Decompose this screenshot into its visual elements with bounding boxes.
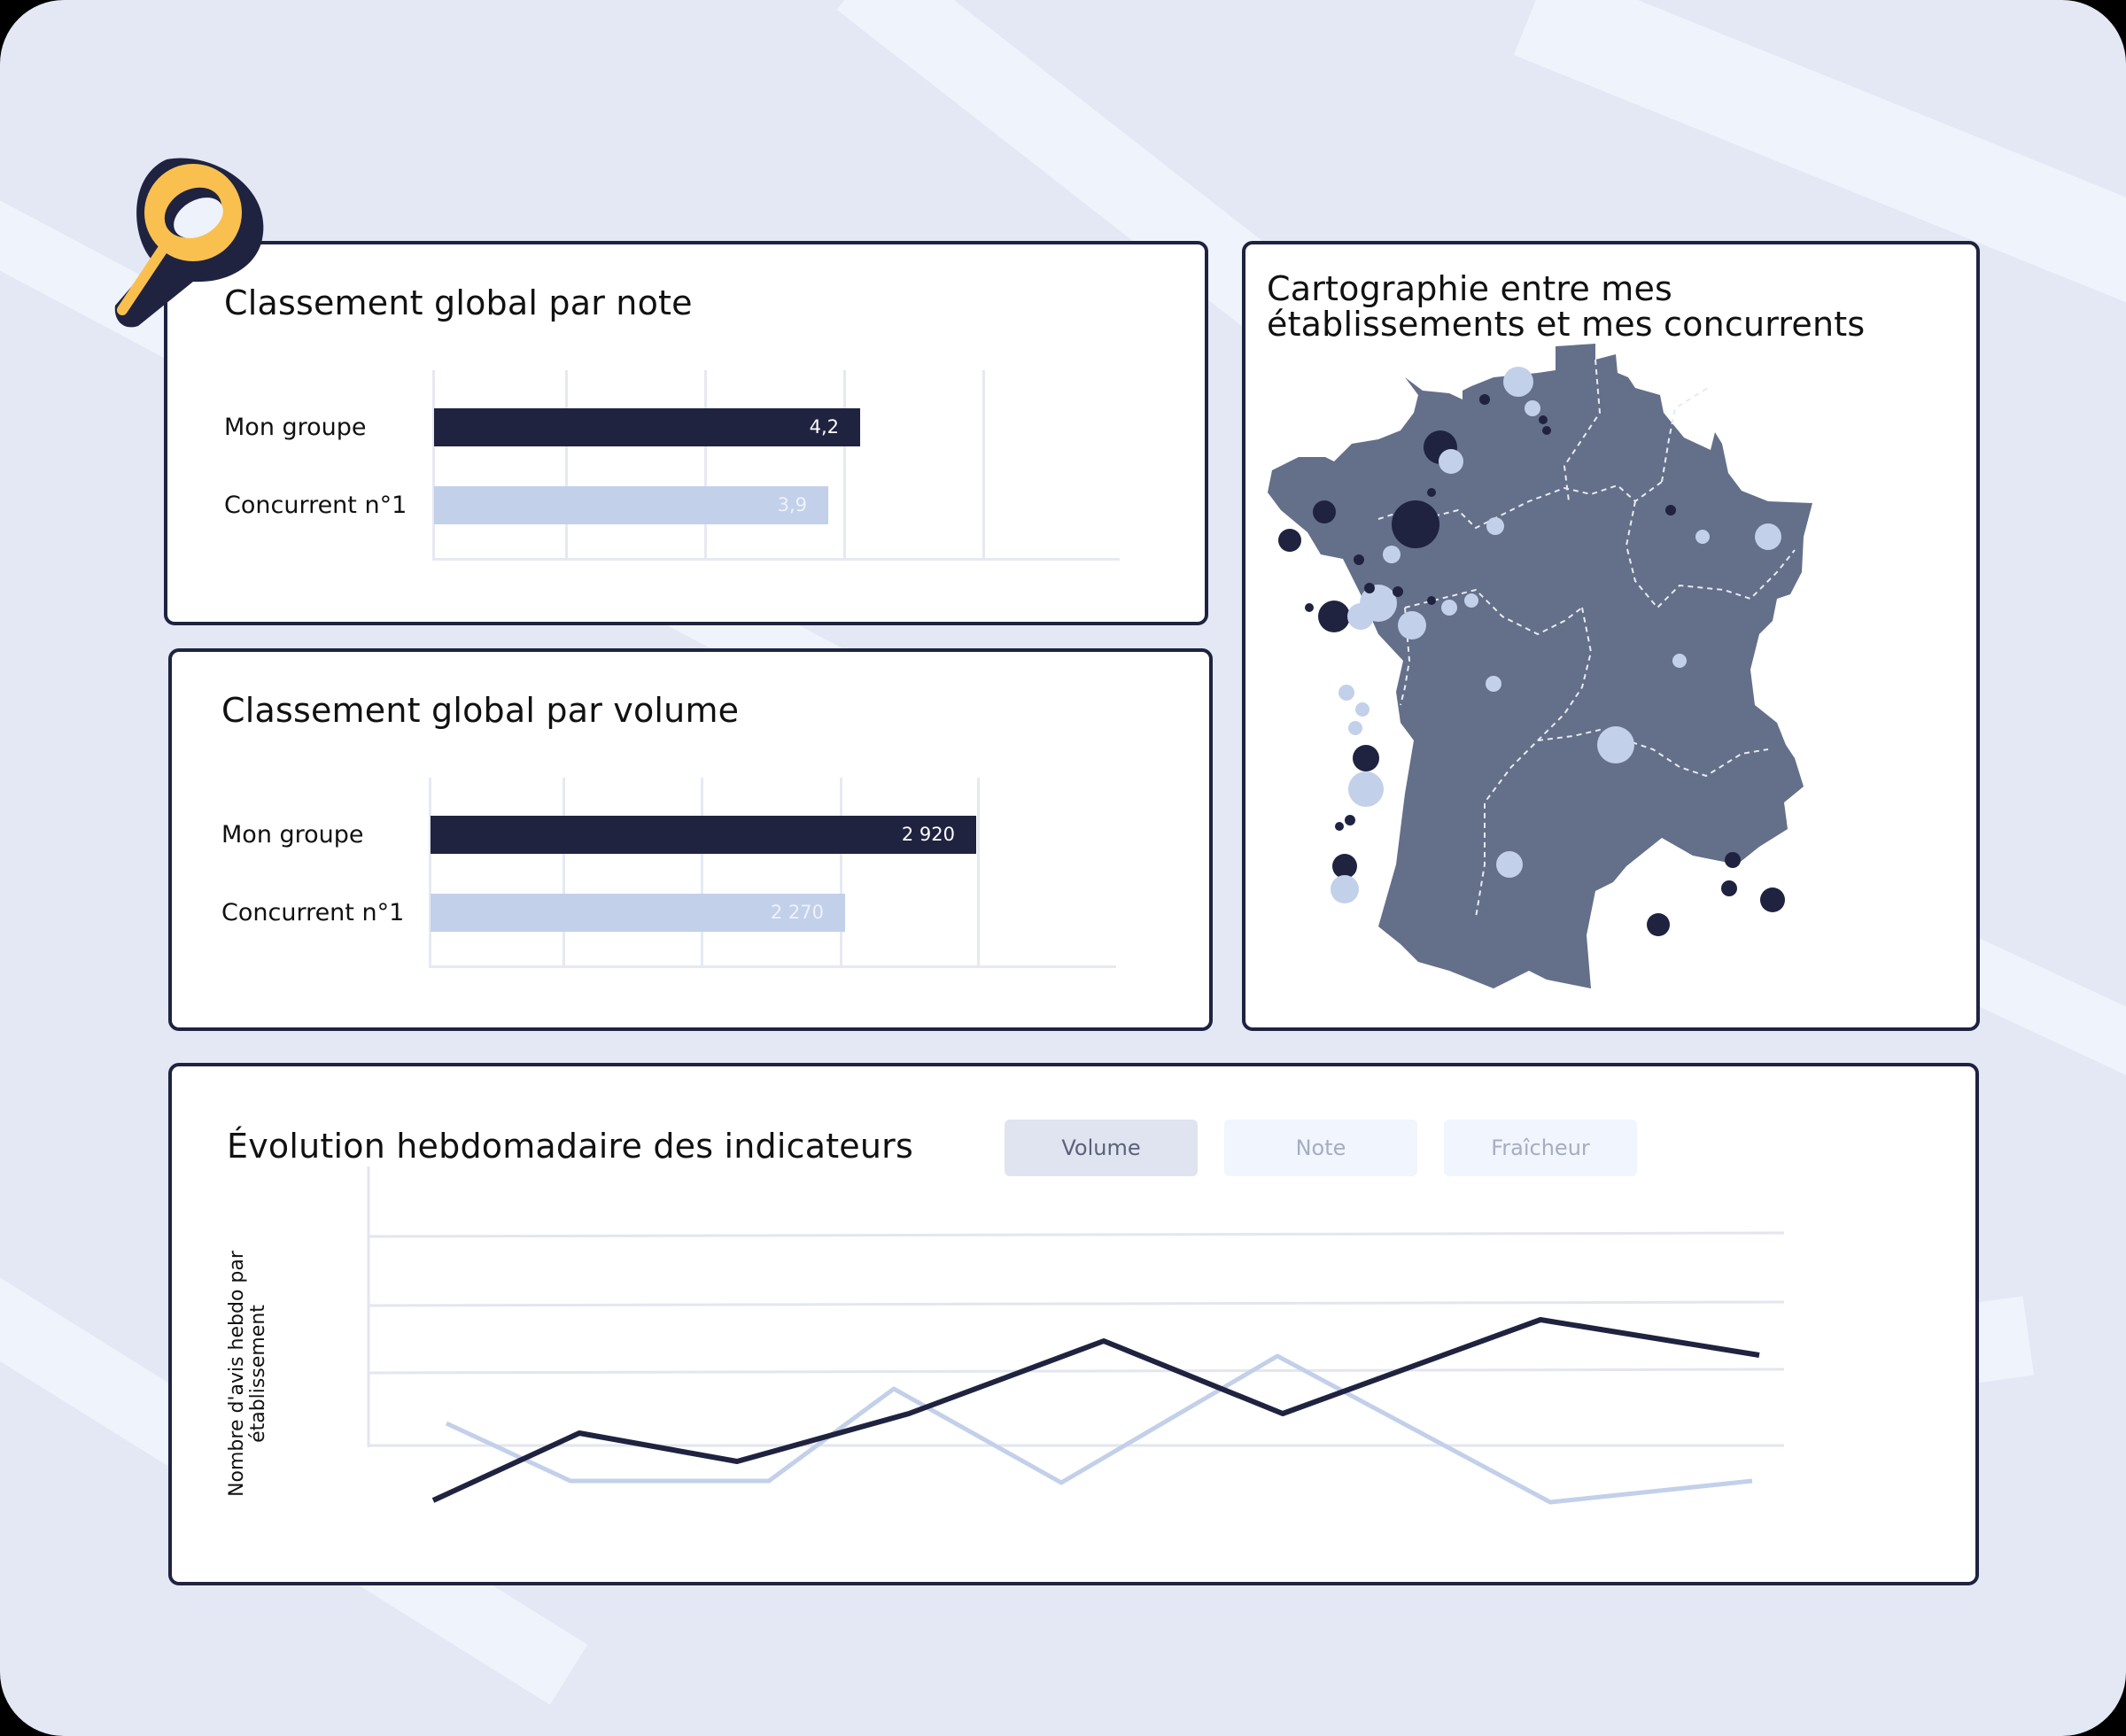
own-marker (1335, 822, 1344, 831)
competitor-series (445, 1353, 1753, 1505)
own-series (431, 1317, 1760, 1503)
competitor-marker (1755, 523, 1781, 550)
competitor-marker (1348, 771, 1384, 807)
own-marker (1542, 426, 1551, 435)
card-title: Cartographie entre mes établissements et… (1267, 271, 1865, 342)
competitor-marker (1347, 603, 1374, 630)
row-label: Concurrent n°1 (221, 899, 405, 926)
x-axis (432, 558, 1120, 561)
chart-gridlines (367, 1166, 1785, 1447)
own-marker (1393, 586, 1403, 597)
weekly-evolution-card: Évolution hebdomadaire des indicateurs V… (168, 1063, 1979, 1585)
competitor-marker (1503, 367, 1533, 397)
gridline (565, 370, 568, 560)
competitor-marker (1398, 611, 1426, 639)
competitor-marker (1464, 593, 1478, 608)
gridline (701, 778, 703, 967)
bar-concurrent[interactable]: 3,9 (434, 486, 828, 524)
gridline (840, 778, 842, 967)
map-title-line-1: Cartographie entre mes (1267, 269, 1673, 308)
own-marker (1539, 415, 1548, 424)
own-marker (1332, 854, 1357, 879)
note-ranking-card: Classement global par note Mon groupe 4,… (164, 241, 1208, 625)
map-markers (1278, 367, 1785, 936)
france-map[interactable] (1245, 244, 1983, 1035)
card-title: Évolution hebdomadaire des indicateurs (227, 1127, 913, 1166)
competitor-marker (1331, 875, 1359, 903)
competitor-marker (1496, 851, 1523, 878)
competitor-marker (1486, 517, 1504, 535)
bar-mon-groupe[interactable]: 2 920 (431, 816, 976, 854)
gridline (704, 370, 707, 560)
competitor-marker (1597, 726, 1634, 763)
own-marker (1313, 500, 1336, 523)
gridline (432, 370, 435, 560)
own-marker (1345, 815, 1355, 825)
gridline (982, 370, 985, 560)
gridline (429, 778, 431, 967)
own-marker (1318, 601, 1350, 632)
competitor-marker (1338, 685, 1354, 701)
competitor-marker (1348, 721, 1362, 735)
card-title: Classement global par note (224, 283, 693, 322)
map-title-line-2: établissements et mes concurrents (1267, 305, 1866, 344)
own-marker (1392, 500, 1439, 548)
tab-fraicheur[interactable]: Fraîcheur (1444, 1120, 1637, 1176)
bar-value: 3,9 (777, 494, 807, 515)
x-axis (429, 965, 1116, 968)
row-label: Mon groupe (224, 414, 367, 441)
competitor-marker (1439, 449, 1463, 474)
own-marker (1647, 913, 1670, 936)
own-marker (1665, 505, 1676, 515)
own-marker (1760, 887, 1785, 912)
bar-mon-groupe[interactable]: 4,2 (434, 408, 860, 446)
own-marker (1305, 603, 1314, 612)
map-card: Cartographie entre mes établissements et… (1242, 241, 1980, 1031)
own-marker (1278, 529, 1301, 552)
competitor-marker (1672, 654, 1687, 668)
tab-volume[interactable]: Volume (1005, 1120, 1198, 1176)
gridline (843, 370, 846, 560)
competitor-marker (1525, 400, 1540, 416)
own-marker (1364, 583, 1375, 593)
competitor-marker (1695, 530, 1710, 544)
tab-note[interactable]: Note (1224, 1120, 1417, 1176)
bar-concurrent[interactable]: 2 270 (431, 894, 845, 932)
bar-value: 2 270 (770, 902, 824, 923)
row-label: Concurrent n°1 (224, 492, 407, 519)
gridline (563, 778, 565, 967)
own-marker (1354, 554, 1364, 565)
own-marker (1725, 852, 1741, 868)
magnifier-icon (114, 158, 264, 328)
own-marker (1721, 880, 1737, 896)
competitor-marker (1355, 702, 1369, 717)
gridline (977, 778, 980, 967)
own-marker (1353, 745, 1379, 771)
volume-ranking-card: Classement global par volume Mon groupe … (168, 648, 1213, 1031)
card-title: Classement global par volume (221, 691, 740, 730)
competitor-marker (1383, 546, 1401, 563)
own-marker (1479, 394, 1490, 405)
own-marker (1427, 596, 1436, 605)
own-marker (1427, 488, 1436, 497)
row-label: Mon groupe (221, 821, 364, 849)
line-chart[interactable] (172, 1066, 1982, 1589)
competitor-marker (1441, 600, 1457, 616)
competitor-marker (1486, 676, 1501, 692)
bar-value: 4,2 (809, 416, 839, 438)
bar-value: 2 920 (901, 824, 955, 845)
